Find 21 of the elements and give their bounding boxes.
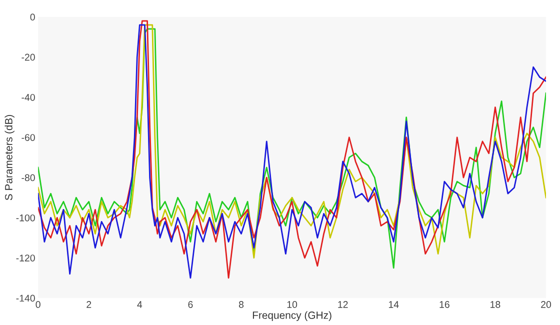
y-tick-label: -40 xyxy=(22,94,35,101)
y-tick-label: 0 xyxy=(30,14,35,21)
x-tick-label: 4 xyxy=(137,301,142,308)
y-tick-label: -100 xyxy=(16,214,35,222)
x-tick-label: 18 xyxy=(490,301,500,308)
y-tick-label: -80 xyxy=(22,174,35,182)
x-tick-label: 8 xyxy=(238,301,244,308)
y-tick-label: -120 xyxy=(16,254,35,262)
x-axis-title: Frequency (GHz) xyxy=(252,311,332,321)
x-tick-label: 12 xyxy=(338,301,348,308)
x-tick-label: 16 xyxy=(440,301,450,308)
x-tick-label: 6 xyxy=(188,301,193,308)
x-tick-label: 14 xyxy=(388,301,399,308)
x-tick-label: 0 xyxy=(36,301,40,308)
x-tick-label: 2 xyxy=(86,301,92,308)
x-tick-label: 10 xyxy=(287,301,298,308)
x-tick-label: 20 xyxy=(541,301,552,308)
y-axis-title: S Parameters (dB) xyxy=(4,114,14,200)
y-tick-label: -60 xyxy=(22,134,35,141)
y-tick-label: -140 xyxy=(16,294,35,302)
y-tick-label: -20 xyxy=(22,54,35,61)
